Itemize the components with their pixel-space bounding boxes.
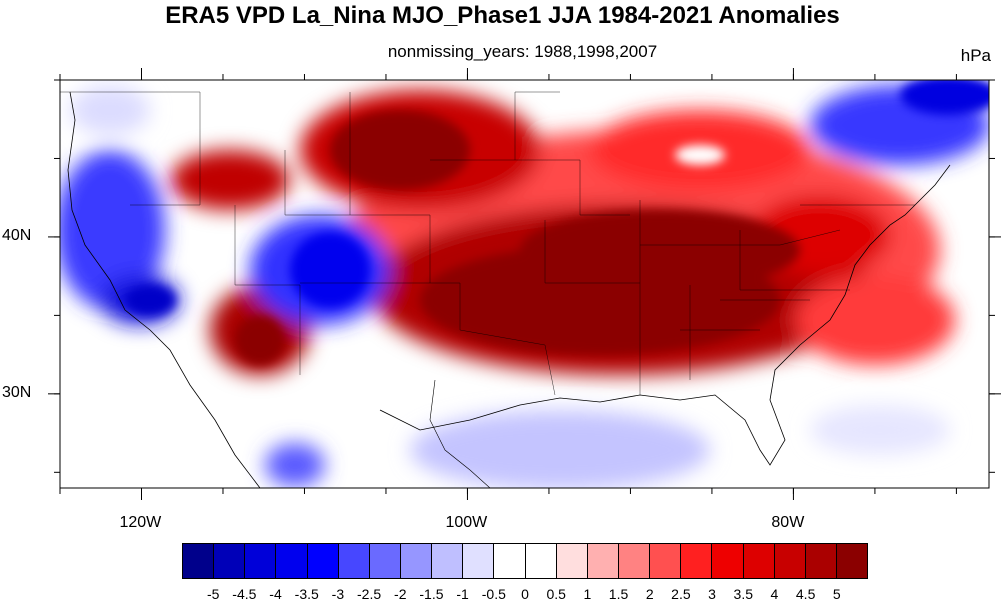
map-field [60,80,989,488]
great-basin-anomaly [170,150,290,210]
colorbar-label: -3.5 [294,586,319,602]
colorbar-segment [245,544,277,578]
colorbar-label: -3 [331,586,345,602]
colorbar-segment [681,544,713,578]
map-title: ERA5 VPD La_Nina MJO_Phase1 JJA 1984-202… [165,2,840,29]
colorbar-label: 3.5 [733,586,753,602]
colorbar-label: 4.5 [795,586,816,602]
atlantic-negative-anomaly [810,405,950,455]
colorbar-segment [494,544,526,578]
atlantic-positive-anomaly [795,275,955,365]
colorbar-segment [400,544,433,578]
coastlines [67,91,951,488]
colorbar-label: 0.5 [546,586,566,602]
colorbar-label: -4.5 [232,586,257,602]
x-tick-label: 100W [445,514,488,531]
colorbar-label: -5 [206,586,220,602]
colorbar-segment [463,544,495,578]
colorbar-segment [743,544,775,578]
colorbar-segment [525,544,557,578]
colorbar-segment [432,544,464,578]
x-tick-label: 120W [119,514,162,531]
baja-negative-anomaly [265,443,325,487]
colorbar-label: 0 [521,586,529,602]
lake-michigan-neutral [675,145,725,165]
gulf-negative-anomaly [410,410,710,488]
colorbar-label: 4 [770,586,779,602]
colorbar-segment [774,544,806,578]
map-frame [59,79,990,489]
colorado-negative-core [290,232,370,308]
colorbar-segment [712,544,744,578]
ohio-valley-core [520,210,800,290]
montana-dakota-core [330,110,470,190]
units-label: hPa [960,46,991,65]
colorbar-label: 1.5 [608,586,629,602]
y-tick-label: 30N [2,383,32,401]
colorbar-segment [276,544,308,578]
colorbar-label: -2 [394,586,407,602]
y-tick-label: 40N [2,226,32,244]
colorbar-labels: -5 -4.5 -4 -3.5 -3 -2.5 -2 -1.5 -1 -0.5 0 0.5 1 1.5 2 2… [182,586,868,602]
map-subtitle: nonmissing_years: 1988,1998,2007 [387,42,658,61]
axis-ticks [48,68,1001,500]
colorbar-label: -4 [269,586,282,602]
colorbar-label: 5 [832,586,841,602]
colorbar-label: 2 [645,586,654,602]
colorbar-label: 3 [708,586,716,602]
central-valley-negative-core [125,285,175,315]
colorbar-label: 2.5 [671,586,691,602]
colorbar-segment [836,544,868,578]
colorbar-segment [618,544,651,578]
colorbar-segment [214,544,246,578]
colorbar-segment [307,544,339,578]
colorbar [182,543,868,579]
colorbar-segment [369,544,401,578]
state-borders [60,91,915,396]
colorbar-segment [556,544,588,578]
colorbar-label: -1 [456,586,469,602]
maine-negative-core [900,80,989,115]
colorbar-label: 1 [583,586,592,602]
arizona-positive-core [235,315,285,365]
colorbar-segment [650,544,682,578]
pacific-northwest-negative-anomaly [60,150,165,310]
colorbar-label: -1.5 [419,586,444,602]
colorbar-segment [587,544,619,578]
colorbar-label: -0.5 [481,586,506,602]
colorbar-label: -2.5 [357,586,382,602]
x-tick-label: 80W [771,514,805,531]
colorbar-segment [338,544,370,578]
northwest-light-anomaly [70,85,150,135]
colorbar-segment [183,544,215,578]
colorbar-segment [805,544,837,578]
